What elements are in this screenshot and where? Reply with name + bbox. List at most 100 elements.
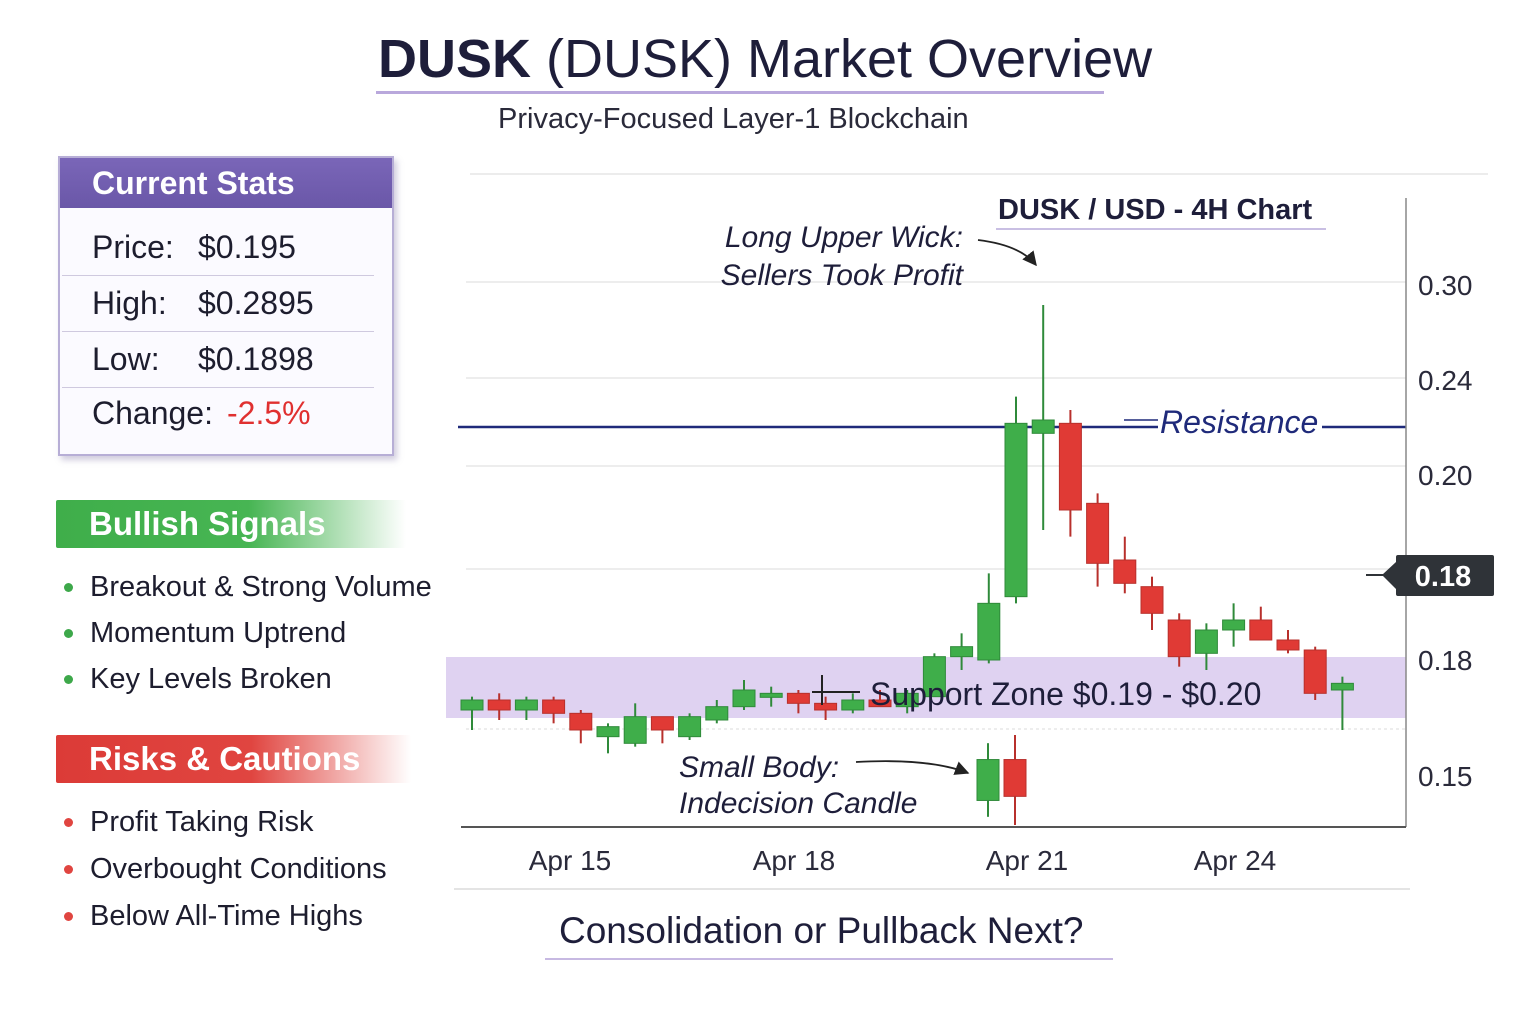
candle-body [1330,682,1354,691]
candle-body [650,716,674,731]
y-tick-label: 0.20 [1418,460,1473,491]
y-tick-label: 0.24 [1418,365,1473,396]
chart-title: DUSK / USD - 4H Chart [998,194,1313,226]
bullet-icon [64,675,73,684]
bullish-signals-heading: Bullish Signals [56,500,406,548]
list-item-text: Breakout & Strong Volume [90,571,432,603]
candle-body [1086,502,1110,564]
candle-bearish [1276,630,1300,654]
bullet-icon [64,912,73,921]
candle-bearish [1249,606,1273,641]
x-tick-label: Apr 18 [753,845,836,876]
list-item-text: Momentum Uptrend [90,617,347,649]
stats-label: Change: [92,395,213,431]
stats-heading: Current Stats [60,158,392,208]
candle-bullish [950,633,974,670]
y-tick-labels: 0.30 0.24 0.20 0.18 0.15 [1418,270,1473,792]
candle-body [1167,619,1191,658]
candle-bearish [1113,536,1137,594]
candle-body [732,689,756,708]
x-tick-label: Apr 15 [529,845,612,876]
candle-body [977,602,1001,661]
title-ticker: DUSK [378,29,532,89]
list-item-text: Profit Taking Risk [90,806,314,838]
resistance-label-bg [1158,405,1322,439]
annotation-wick-arrow [977,239,1037,267]
candle-bullish [705,700,729,724]
closing-question: Consolidation or Pullback Next? [559,910,1084,951]
candle-bearish [569,710,593,744]
page-subtitle: Privacy-Focused Layer-1 Blockchain [498,103,969,135]
stats-value: $0.1898 [198,341,314,377]
candle-body [841,699,865,711]
candle-bullish [1031,305,1055,530]
candle-body [1058,422,1082,511]
candle-body [868,699,892,708]
candle-bearish [786,690,810,714]
support-zone-label: Support Zone $0.19 - $0.20 [870,676,1261,712]
list-item: Below All-Time Highs [64,897,387,944]
bullet-icon [64,583,73,592]
candle-bearish [542,696,566,724]
candle-body [460,699,484,711]
candle-bullish [623,703,647,747]
candle-body [895,692,919,708]
title-underline [376,91,1104,94]
bullet-icon [64,629,73,638]
bullet-icon [64,865,73,874]
candle-body [976,759,1000,801]
current-price-label: 0.18 [1415,561,1471,593]
candle-bullish [759,686,783,707]
current-stats-card: Current Stats Price: $0.195 High: $0.289… [58,156,394,456]
list-item: Overbought Conditions [64,850,387,897]
closing-question-underline [545,958,1113,960]
annotation-wick-line2: Sellers Took Profit [721,259,965,292]
title-rest: (DUSK) Market Overview [531,29,1153,89]
x-tick-label: Apr 21 [986,845,1069,876]
candle-bullish [977,573,1001,664]
stats-label: Low: [92,341,160,377]
current-price-tag [1396,555,1494,596]
candle-body [759,692,783,698]
candle-bullish [460,696,484,730]
list-item: Profit Taking Risk [64,803,387,850]
candle-bullish [596,723,620,754]
candle-bullish [678,713,702,740]
candle-body [1140,586,1164,614]
candle-body [1222,619,1246,631]
candle-bearish [1140,576,1164,630]
stats-row-change: Change: -2.5% [62,386,374,441]
candle-body [1249,619,1273,641]
candle-body [705,706,729,721]
annotation-wick-line1: Long Upper Wick: [725,221,963,254]
stats-value: $0.195 [198,229,296,265]
candle-bullish [1004,396,1028,604]
candle-bearish [868,690,892,708]
candle-bullish [732,680,756,710]
candle-bearish [1086,493,1110,587]
candle-bearish [1167,613,1191,667]
candle-body [1303,649,1327,694]
list-item-text: Overbought Conditions [90,853,387,885]
list-item: Momentum Uptrend [64,614,432,660]
candle-bullish [1222,603,1246,647]
candle-bullish [895,690,919,714]
risks-list: Profit Taking Risk Overbought Conditions… [64,803,387,944]
x-tick-label: Apr 24 [1194,845,1277,876]
annotation-indecision-arrow [855,760,970,775]
candle-bearish [487,693,511,720]
x-tick-labels: Apr 15 Apr 18 Apr 21 Apr 24 [529,845,1277,876]
page-title: DUSK (DUSK) Market Overview [378,28,1152,90]
y-tick-label: 0.15 [1418,761,1473,792]
candle-body [514,699,538,711]
candle-body [596,726,620,738]
candle-body [1194,629,1218,654]
candle-body [569,712,593,731]
candle-body [678,716,702,738]
candle-bullish [514,696,538,720]
candle-body [786,692,810,704]
grid-lines [466,281,1406,730]
candle-body [542,699,566,714]
candle-bearish [650,716,674,744]
